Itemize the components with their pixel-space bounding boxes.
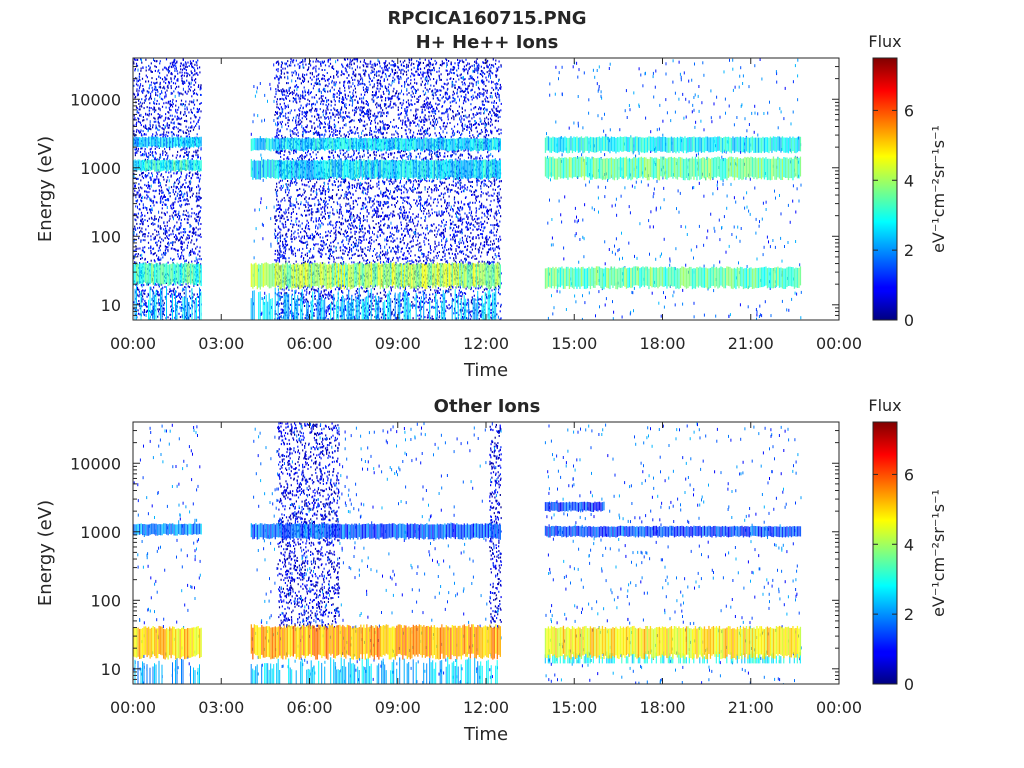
flux-band	[133, 136, 202, 149]
y-tick-label: 100	[90, 227, 121, 246]
x-tick-label: 12:00	[463, 334, 509, 353]
low-energy-streaks	[250, 657, 498, 684]
x-tick-label: 15:00	[551, 334, 597, 353]
flux-band	[133, 262, 202, 287]
low-energy-streaks	[134, 658, 200, 684]
x-axis-label: Time	[463, 724, 508, 745]
flux-band	[544, 625, 802, 660]
colorbar-tick-label: 2	[904, 241, 914, 260]
x-axis: 00:00 03:00 06:00 09:00 12:00 15:00 18:00 21:00…	[110, 422, 862, 717]
colorbar-tick-label: 6	[904, 465, 914, 484]
x-tick-label: 09:00	[375, 698, 421, 717]
spectrogram-plot-area	[133, 422, 802, 684]
flux-band	[250, 262, 501, 290]
x-tick-label: 18:00	[639, 698, 685, 717]
colorbar-tick-label: 2	[904, 605, 914, 624]
x-axis: 00:00 03:00 06:00 09:00 12:00 15:00 18:00 21:00…	[110, 58, 862, 353]
flux-band	[544, 136, 802, 154]
flux-band	[250, 137, 501, 152]
y-axis-label: Energy (eV)	[35, 136, 56, 242]
x-tick-label: 15:00	[551, 698, 597, 717]
flux-band	[250, 158, 501, 181]
x-tick-label: 21:00	[728, 698, 774, 717]
y-axis: 10 100 1000 10000	[70, 57, 839, 321]
colorbar-tick-label: 4	[904, 535, 914, 554]
colorbar: Flux 0 2 4 6 eV⁻¹cm⁻²sr⁻¹s⁻¹	[868, 396, 948, 694]
x-tick-label: 00:00	[110, 698, 156, 717]
colorbar-unit-label: eV⁻¹cm⁻²sr⁻¹s⁻¹	[929, 125, 948, 253]
x-tick-label: 06:00	[286, 698, 332, 717]
colorbar-gradient	[873, 58, 897, 320]
colorbar-tick-label: 6	[904, 101, 914, 120]
y-tick-label: 10000	[70, 454, 121, 473]
flux-band	[250, 523, 501, 540]
flux-band	[133, 625, 202, 660]
low-energy-streaks	[250, 287, 497, 320]
x-tick-label: 00:00	[110, 334, 156, 353]
colorbar-gradient	[873, 422, 897, 684]
colorbar-frame	[872, 421, 898, 685]
x-tick-label: 12:00	[463, 698, 509, 717]
y-tick-label: 100	[90, 591, 121, 610]
x-tick-label: 09:00	[375, 334, 421, 353]
x-tick-label: 21:00	[728, 334, 774, 353]
y-tick-label: 10000	[70, 90, 121, 109]
y-tick-label: 1000	[80, 159, 121, 178]
colorbar-ticks: 0 2 4 6	[873, 101, 914, 330]
colorbar-tick-label: 4	[904, 171, 914, 190]
background-flux-region	[133, 58, 202, 320]
panel-other-ions: Other Ions 00:00 03:00 06:00 09:00 12:00 15:0…	[35, 396, 948, 745]
flux-band	[544, 525, 802, 538]
x-axis-label: Time	[463, 360, 508, 381]
colorbar-frame	[872, 57, 898, 321]
sparse-flux-points	[133, 58, 202, 319]
figure-title: RPCICA160715.PNG	[387, 8, 586, 29]
x-tick-label: 00:00	[816, 334, 862, 353]
background-flux-region	[488, 424, 502, 629]
colorbar-tick-label: 0	[904, 311, 914, 330]
panel-title: Other Ions	[434, 396, 541, 417]
low-energy-streaks	[134, 284, 202, 320]
colorbar-title: Flux	[868, 396, 901, 415]
y-tick-label: 10	[101, 660, 121, 679]
flux-band	[544, 266, 802, 290]
x-tick-label: 03:00	[198, 698, 244, 717]
flux-band	[250, 624, 501, 660]
panel-h-he-ions: H+ He++ Ions 00:00 03:00 06:00 09:00 12:00 15…	[35, 32, 948, 381]
y-axis: 10 100 1000 10000	[70, 421, 839, 685]
y-tick-label: 1000	[80, 523, 121, 542]
flux-band	[544, 156, 802, 181]
y-axis-label: Energy (eV)	[35, 500, 56, 606]
flux-band	[133, 159, 202, 172]
flux-band	[544, 501, 605, 512]
flux-band	[133, 523, 202, 536]
colorbar-unit-label: eV⁻¹cm⁻²sr⁻¹s⁻¹	[929, 489, 948, 617]
y-tick-label: 10	[101, 296, 121, 315]
x-tick-label: 18:00	[639, 334, 685, 353]
colorbar: Flux 0 2 4 6 eV⁻¹cm⁻²sr⁻¹s⁻¹	[868, 32, 948, 330]
x-tick-label: 06:00	[286, 334, 332, 353]
panel-title: H+ He++ Ions	[416, 32, 559, 53]
x-tick-label: 03:00	[198, 334, 244, 353]
colorbar-tick-label: 0	[904, 675, 914, 694]
colorbar-title: Flux	[868, 32, 901, 51]
colorbar-ticks: 0 2 4 6	[873, 465, 914, 694]
x-tick-label: 00:00	[816, 698, 862, 717]
spectrogram-plot-area	[133, 58, 802, 320]
